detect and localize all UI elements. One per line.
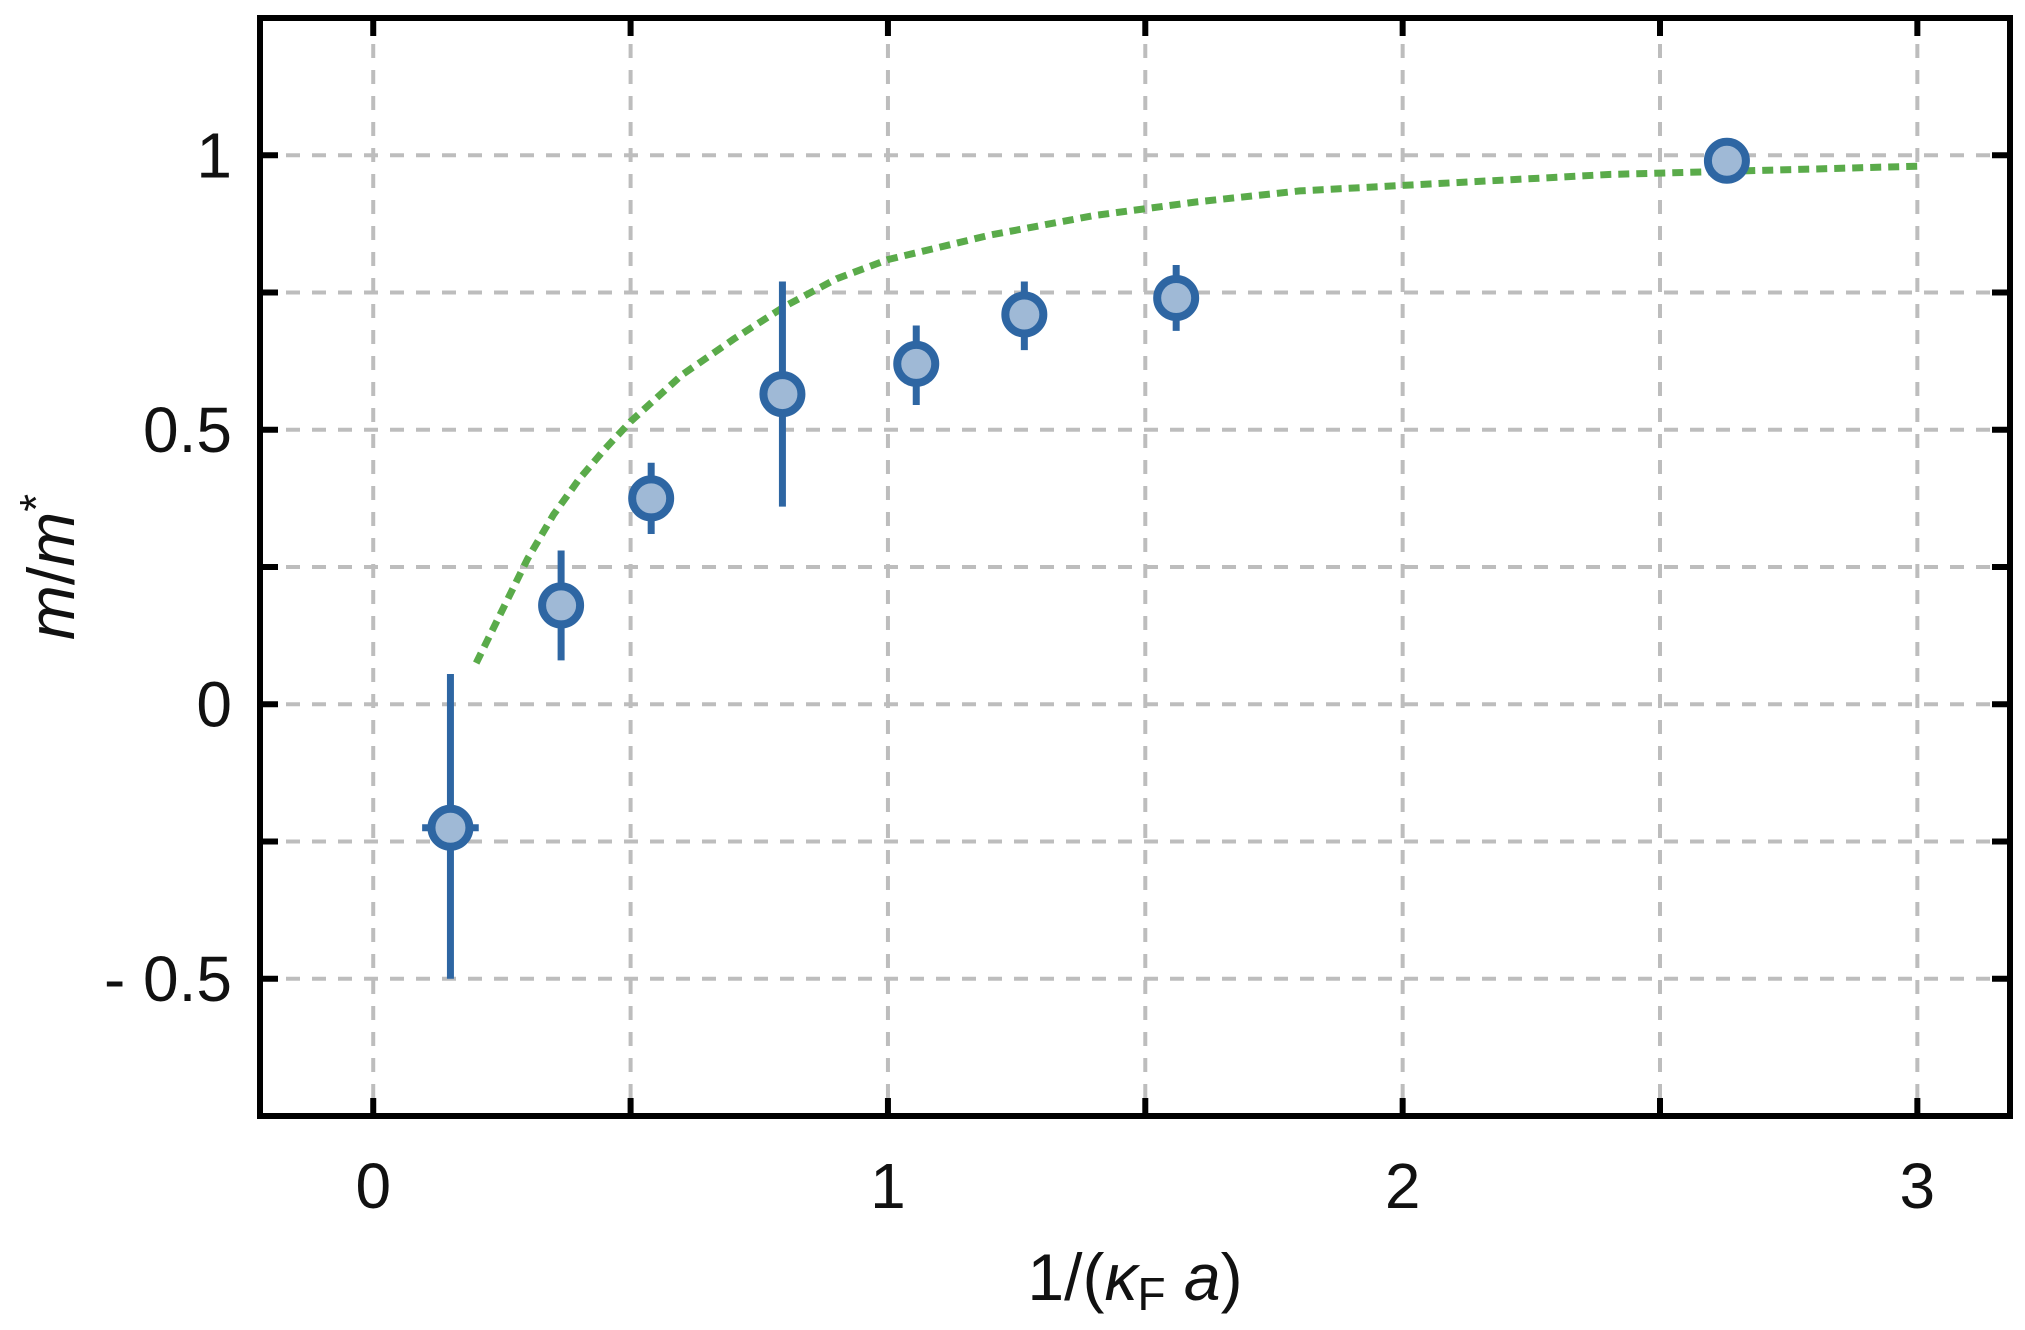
x-tick-label: 1 [870,1150,906,1222]
data-point [538,550,585,661]
data-marker [628,475,675,522]
x-axis-label-suffix: ) [1221,1240,1243,1314]
data-points-layer [422,137,1750,979]
x-tick-label: 2 [1385,1150,1421,1222]
y-tick-label: 0.5 [143,394,232,466]
data-marker [893,340,940,387]
x-tick-label: 3 [1900,1150,1936,1222]
data-marker [1703,137,1750,184]
model-curve [473,162,1918,665]
x-tick-labels: 0 1 2 3 [355,1150,1935,1222]
data-marker [538,582,585,629]
y-tick-label: - 0.5 [104,943,232,1015]
y-axis-label: m/m* [10,494,88,640]
data-point [1001,281,1048,351]
model-curve-layer [473,162,1918,665]
x-axis-label-prefix: 1/( [1027,1240,1104,1314]
y-tick-label: 0 [196,668,232,740]
axis-ticks [260,18,2010,1116]
y-tick-label: 1 [196,119,232,191]
data-point [759,281,806,507]
data-point [1153,265,1200,331]
y-axis-label-m: m [14,585,88,640]
grid-lines [260,18,2010,1116]
x-axis-label-a: a [1166,1240,1221,1314]
data-point [422,674,479,979]
data-point [628,462,675,535]
data-point [893,325,940,406]
x-axis-label-kappa: κ [1104,1240,1140,1314]
data-marker [759,371,806,418]
x-tick-label: 0 [355,1150,391,1222]
data-marker [427,804,474,851]
data-marker [1001,291,1048,338]
y-tick-labels: - 0.5 0 0.5 1 [104,119,232,1015]
y-axis-label-slash: / [14,566,88,585]
y-axis-label-asterisk: * [10,494,62,512]
data-point [1703,137,1750,184]
y-axis-label-mstar: m [14,512,88,567]
x-axis-label-subscript: F [1137,1268,1165,1320]
data-marker [1153,274,1200,321]
x-axis-label: 1/(κF a) [1027,1240,1242,1320]
